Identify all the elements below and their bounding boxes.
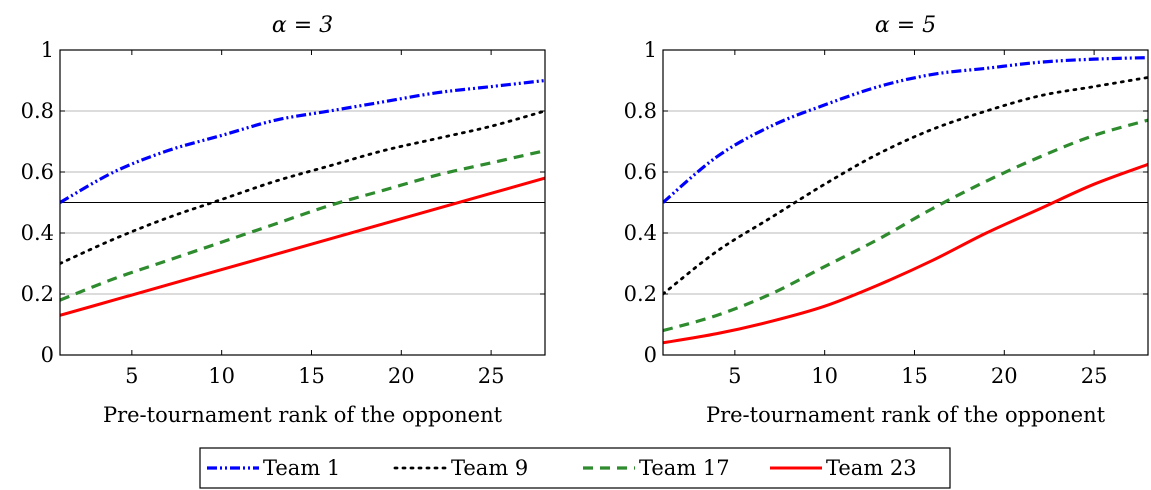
series-line-team-17 — [663, 118, 1148, 333]
x-tick-label: 5 — [728, 364, 741, 388]
series-line-team-9 — [60, 109, 545, 265]
y-tick-label: 0.2 — [624, 282, 657, 306]
y-tick-label: 0 — [41, 343, 54, 367]
chart-panel-alpha-3: α = 300.20.40.60.815 10 15 20 25Pre-tourname… — [21, 13, 546, 427]
x-tick-label: 25 — [478, 364, 505, 388]
plot-frame — [662, 49, 1149, 356]
x-axis-label: Pre-tournament rank of the opponent — [103, 403, 503, 427]
legend-label: Team 1 — [263, 456, 340, 480]
y-tick-label: 0.6 — [624, 160, 657, 184]
chart-title: α = 3 — [272, 13, 333, 38]
y-tick-label: 0.8 — [624, 99, 657, 123]
y-tick-label: 0.8 — [21, 99, 54, 123]
x-tick-label: 20 — [991, 364, 1018, 388]
y-tick-label: 1 — [41, 38, 54, 62]
x-tick-label: 10 — [208, 364, 235, 388]
y-tick-label: 1 — [644, 38, 657, 62]
legend-label: Team 23 — [826, 456, 917, 480]
x-tick-label: 25 — [1081, 364, 1108, 388]
x-axis-label: Pre-tournament rank of the opponent — [706, 403, 1106, 427]
y-tick-label: 0.6 — [21, 160, 54, 184]
x-tick-label: 20 — [388, 364, 415, 388]
legend: Team 1 Team 9 Team 17 Team 23 — [199, 447, 951, 489]
y-tick-label: 0 — [644, 343, 657, 367]
series-line-team-1 — [60, 78, 545, 204]
chart-panel-alpha-5: α = 500.20.40.60.815 10 15 20 25Pre-tourname… — [624, 13, 1149, 427]
legend-box — [199, 447, 951, 489]
series-line-team-17 — [60, 149, 545, 302]
x-tick-label: 5 — [125, 364, 138, 388]
y-tick-label: 0.2 — [21, 282, 54, 306]
series-line-team-23 — [60, 176, 545, 317]
legend-label: Team 17 — [639, 456, 730, 480]
series-line-team-23 — [663, 162, 1148, 345]
y-tick-label: 0.4 — [21, 221, 54, 245]
series-line-team-9 — [663, 76, 1148, 296]
y-tick-label: 0.4 — [624, 221, 657, 245]
legend-label: Team 9 — [451, 456, 528, 480]
x-tick-label: 15 — [298, 364, 325, 388]
x-tick-label: 15 — [901, 364, 928, 388]
series-line-team-1 — [663, 56, 1148, 204]
plot-frame — [59, 49, 546, 356]
chart-title: α = 5 — [875, 13, 936, 38]
x-tick-label: 10 — [811, 364, 838, 388]
